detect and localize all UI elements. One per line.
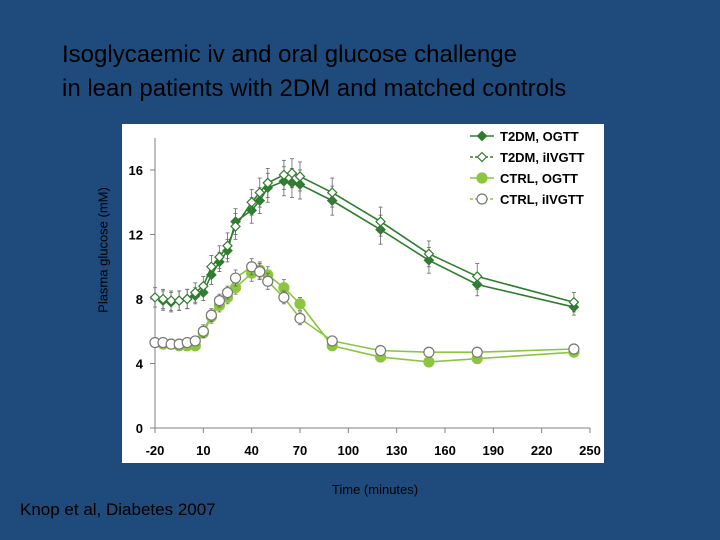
data-point (294, 312, 306, 324)
data-point (326, 335, 338, 347)
legend: T2DM, OGTT T2DM, iIVGTT CTRL, OGTT CTRL, iI… (470, 129, 585, 207)
data-point (423, 356, 435, 368)
data-point (222, 240, 233, 252)
legend-label: T2DM, OGTT (500, 129, 579, 144)
y-tick-label: 4 (136, 357, 144, 372)
legend-label: T2DM, iIVGTT (500, 150, 585, 165)
data-point (149, 292, 161, 303)
data-point (476, 193, 488, 205)
data-point (476, 130, 488, 142)
legend-label: CTRL, OGTT (500, 171, 578, 186)
data-point (471, 346, 483, 358)
data-point (294, 298, 306, 310)
x-tick-label: 40 (244, 443, 258, 458)
citation: Knop et al, Diabetes 2007 (20, 500, 216, 519)
data-point (568, 343, 580, 355)
data-point (246, 261, 258, 273)
data-point (262, 177, 274, 189)
data-point (278, 291, 290, 303)
data-point (423, 346, 435, 358)
y-tick-label: 16 (129, 163, 143, 178)
series-1 (149, 158, 580, 313)
x-tick-label: 100 (337, 443, 359, 458)
y-ticks: 0 4 8 12 16 (129, 163, 155, 436)
data-point (181, 293, 193, 305)
x-tick-label: -20 (146, 443, 165, 458)
data-point (375, 216, 386, 227)
x-tick-label: 130 (386, 443, 408, 458)
data-point (246, 196, 258, 208)
data-point (254, 265, 266, 278)
data-point (476, 151, 488, 163)
data-point (197, 325, 209, 337)
data-point (476, 172, 488, 184)
data-point (229, 272, 242, 284)
data-point (254, 187, 266, 198)
data-point (230, 221, 241, 232)
data-point (262, 275, 274, 287)
data-point (165, 295, 177, 306)
slide-title: Isoglycaemic iv and oral glucose challen… (62, 38, 702, 106)
data-point (214, 251, 225, 263)
legend-label: CTRL, iIVGTT (500, 192, 584, 207)
x-tick-label: 160 (434, 443, 456, 458)
x-tick-label: 10 (196, 443, 210, 458)
x-tick-label: 220 (531, 443, 553, 458)
x-axis-label: Time (minutes) (331, 482, 419, 497)
y-tick-label: 0 (136, 421, 143, 436)
data-point (197, 280, 209, 292)
data-point (568, 296, 580, 308)
data-point (326, 187, 338, 198)
data-point (374, 345, 387, 357)
y-axis-label: Plasma glucose (mM) (95, 187, 111, 313)
data-point (189, 335, 201, 347)
series-layer (149, 158, 580, 368)
data-point (205, 309, 217, 321)
data-point (423, 248, 435, 260)
x-ticks: -20 10 40 70 100 130 160 190 220 250 (146, 428, 601, 458)
data-point (206, 261, 217, 273)
data-point (213, 295, 226, 307)
x-tick-label: 250 (579, 443, 601, 458)
series-3 (149, 258, 580, 358)
title-line-2: in lean patients with 2DM and matched co… (62, 75, 567, 102)
y-tick-label: 8 (136, 292, 143, 307)
x-tick-label: 70 (293, 443, 307, 458)
title-line-1: Isoglycaemic iv and oral glucose challen… (62, 41, 517, 68)
data-point (286, 167, 298, 179)
x-tick-label: 190 (482, 443, 504, 458)
data-point (157, 293, 169, 305)
data-point (294, 171, 306, 182)
data-point (221, 286, 234, 299)
y-tick-label: 12 (129, 228, 143, 243)
data-point (189, 287, 201, 298)
data-point (471, 271, 483, 282)
